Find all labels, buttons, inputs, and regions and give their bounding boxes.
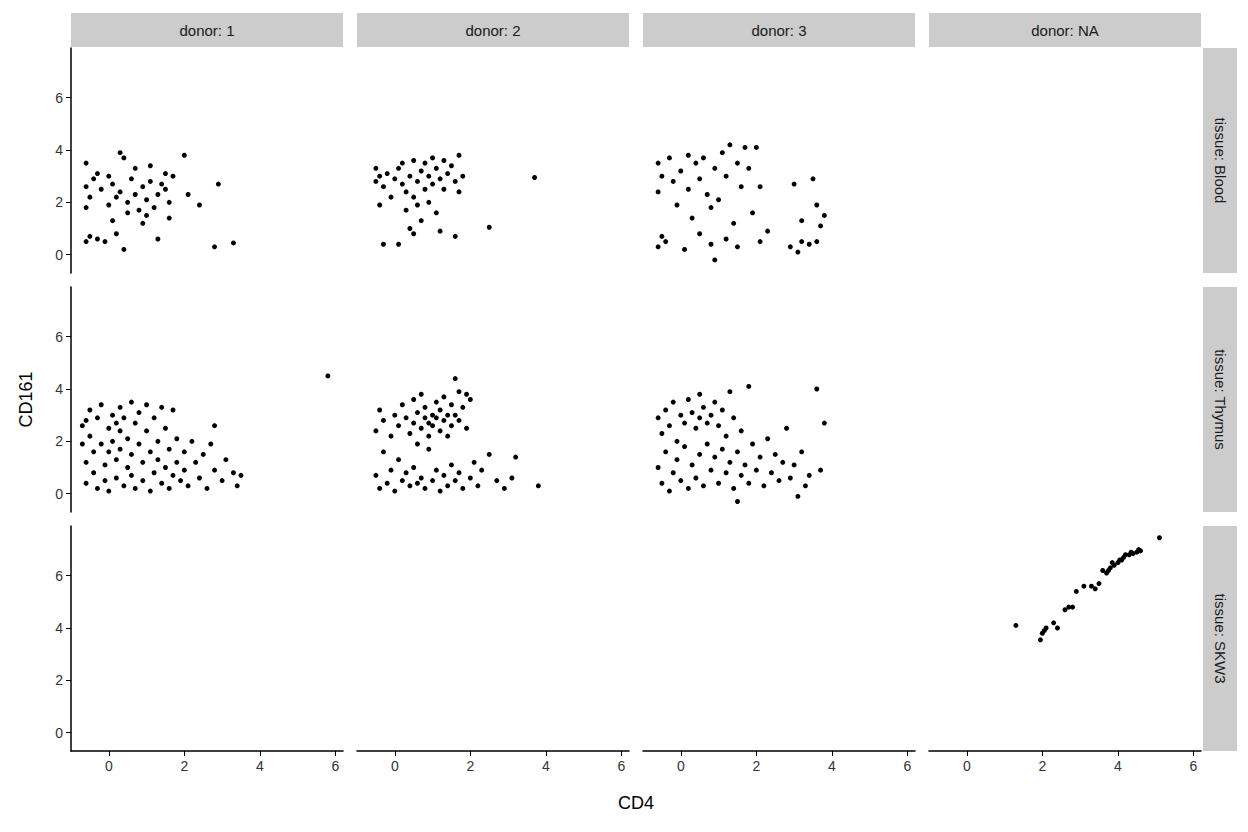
- svg-text:6: 6: [55, 329, 63, 345]
- svg-text:4: 4: [828, 758, 836, 774]
- svg-text:6: 6: [332, 758, 340, 774]
- svg-text:2: 2: [55, 433, 63, 449]
- svg-text:2: 2: [752, 758, 760, 774]
- svg-text:4: 4: [55, 620, 63, 636]
- svg-text:tissue: SKW3: tissue: SKW3: [1212, 593, 1229, 683]
- svg-text:0: 0: [55, 247, 63, 263]
- svg-text:tissue: Thymus: tissue: Thymus: [1212, 349, 1229, 450]
- svg-text:6: 6: [904, 758, 912, 774]
- svg-text:6: 6: [55, 568, 63, 584]
- svg-text:donor: 3: donor: 3: [751, 22, 806, 39]
- svg-text:4: 4: [542, 758, 550, 774]
- svg-text:0: 0: [677, 758, 685, 774]
- svg-text:0: 0: [55, 486, 63, 502]
- svg-text:CD161: CD161: [16, 371, 36, 427]
- svg-text:2: 2: [55, 672, 63, 688]
- svg-text:6: 6: [1190, 758, 1198, 774]
- svg-text:2: 2: [466, 758, 474, 774]
- svg-text:0: 0: [105, 758, 113, 774]
- svg-text:4: 4: [256, 758, 264, 774]
- svg-text:2: 2: [55, 194, 63, 210]
- svg-text:4: 4: [55, 381, 63, 397]
- svg-text:tissue: Blood: tissue: Blood: [1212, 118, 1229, 204]
- svg-text:4: 4: [55, 142, 63, 158]
- svg-text:0: 0: [55, 725, 63, 741]
- svg-text:2: 2: [180, 758, 188, 774]
- svg-text:donor: 1: donor: 1: [179, 22, 234, 39]
- svg-text:CD4: CD4: [618, 793, 654, 813]
- svg-text:2: 2: [1038, 758, 1046, 774]
- svg-text:0: 0: [963, 758, 971, 774]
- svg-text:donor: NA: donor: NA: [1031, 22, 1099, 39]
- svg-text:4: 4: [1114, 758, 1122, 774]
- svg-text:0: 0: [391, 758, 399, 774]
- svg-text:6: 6: [55, 90, 63, 106]
- svg-text:donor: 2: donor: 2: [465, 22, 520, 39]
- svg-text:6: 6: [618, 758, 626, 774]
